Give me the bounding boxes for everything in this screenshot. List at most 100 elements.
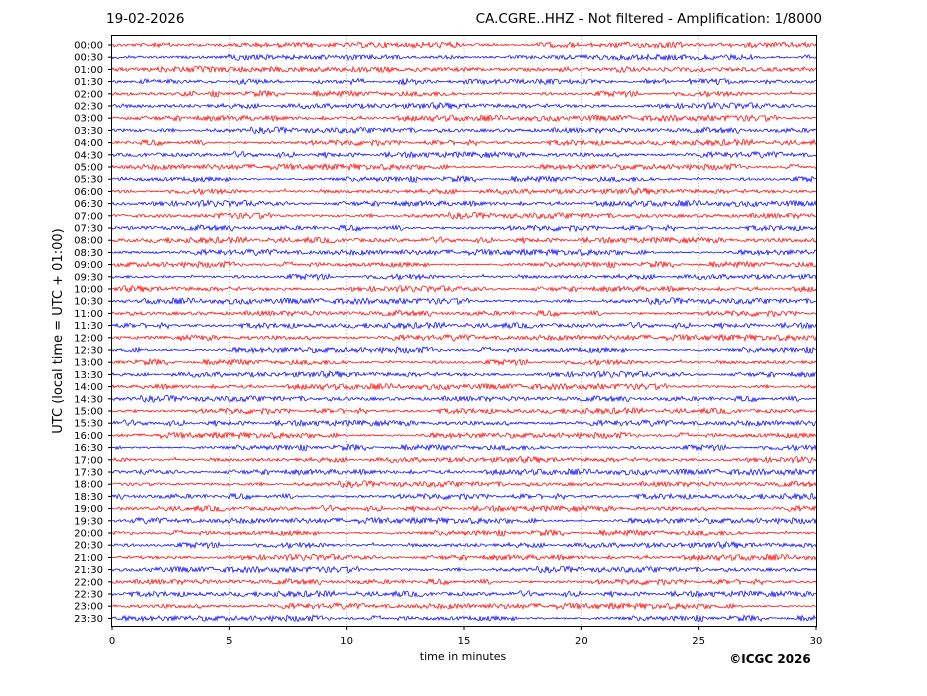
y-tick-label: 16:00 — [74, 431, 103, 442]
y-tick-label: 20:30 — [74, 541, 103, 552]
grid-layer — [112, 36, 816, 626]
trace-1100 — [111, 309, 817, 318]
y-tick-label: 08:00 — [74, 236, 103, 247]
y-tick-label: 04:30 — [74, 150, 103, 161]
y-tick-label: 22:30 — [74, 590, 103, 601]
trace-0730 — [111, 224, 817, 233]
trace-1230 — [111, 345, 817, 355]
trace-2030 — [111, 541, 817, 550]
trace-0230 — [111, 101, 817, 111]
y-tick-label: 01:30 — [74, 77, 103, 88]
y-tick-label: 15:30 — [74, 419, 103, 430]
y-tick-label: 21:00 — [74, 553, 103, 564]
trace-0530 — [111, 174, 817, 184]
trace-2000 — [111, 528, 817, 538]
x-tick-label: 0 — [109, 636, 115, 647]
y-tick-label: 03:30 — [74, 126, 103, 137]
x-tick-label: 30 — [810, 636, 823, 647]
y-tick-label: 23:00 — [74, 602, 103, 613]
trace-1930 — [111, 516, 817, 526]
y-tick-label: 07:30 — [74, 224, 103, 235]
trace-0500 — [111, 162, 817, 172]
y-tick-label: 17:30 — [74, 468, 103, 479]
y-tick-label: 05:00 — [74, 163, 103, 174]
trace-1300 — [111, 357, 817, 367]
y-tick-label: 17:00 — [74, 455, 103, 466]
trace-0830 — [111, 248, 817, 257]
trace-1630 — [112, 443, 817, 452]
trace-1900 — [111, 504, 817, 513]
trace-1500 — [111, 406, 817, 416]
trace-0800 — [111, 235, 817, 245]
y-tick-label: 04:00 — [74, 138, 103, 149]
trace-2330 — [111, 614, 817, 623]
y-tick-label: 10:30 — [74, 297, 103, 308]
y-tick-label: 10:00 — [74, 285, 103, 296]
trace-0000 — [111, 40, 817, 50]
trace-2200 — [111, 577, 817, 587]
trace-1700 — [111, 455, 817, 465]
y-tick-label: 12:30 — [74, 346, 103, 357]
y-tick-label: 08:30 — [74, 248, 103, 259]
trace-0030 — [111, 52, 817, 62]
trace-1130 — [111, 321, 817, 330]
y-tick-label: 23:30 — [74, 614, 103, 625]
y-tick-label: 03:00 — [74, 114, 103, 125]
trace-0300 — [111, 114, 817, 123]
x-axis-label: time in minutes — [420, 650, 507, 663]
y-tick-label: 19:00 — [74, 504, 103, 515]
trace-1730 — [111, 468, 817, 477]
x-tick-label: 15 — [458, 636, 471, 647]
trace-layer — [111, 40, 817, 623]
x-tick-label: 20 — [575, 636, 588, 647]
y-tick-label: 09:30 — [74, 272, 103, 283]
trace-1600 — [111, 431, 817, 440]
y-tick-label: 11:00 — [74, 309, 103, 320]
y-tick-label: 20:00 — [74, 529, 103, 540]
y-tick-label: 07:00 — [74, 211, 103, 222]
trace-1330 — [111, 369, 816, 379]
trace-1030 — [111, 297, 817, 306]
y-tick-label: 00:00 — [74, 41, 103, 52]
y-tick-label: 14:30 — [74, 394, 103, 405]
trace-1200 — [111, 333, 817, 343]
y-tick-label: 18:00 — [74, 480, 103, 491]
trace-0100 — [111, 65, 817, 74]
x-tick-label: 5 — [226, 636, 232, 647]
x-tick-label: 25 — [692, 636, 705, 647]
trace-0400 — [111, 138, 817, 147]
y-tick-label: 13:30 — [74, 370, 103, 381]
trace-1830 — [111, 492, 817, 501]
y-tick-label: 15:00 — [74, 407, 103, 418]
y-tick-label: 06:30 — [74, 199, 103, 210]
y-tick-label: 13:00 — [74, 358, 103, 369]
copyright-text: ©ICGC 2026 — [729, 652, 811, 666]
x-axis: 0 5 10 15 20 25 30 — [109, 626, 823, 647]
trace-0430 — [111, 150, 817, 159]
y-tick-label: 21:30 — [74, 565, 103, 576]
y-tick-label: 22:00 — [74, 577, 103, 588]
trace-0200 — [111, 89, 817, 99]
y-tick-label: 18:30 — [74, 492, 103, 503]
trace-0600 — [111, 187, 817, 196]
trace-1400 — [111, 382, 817, 391]
y-tick-label: 05:30 — [74, 175, 103, 186]
trace-0700 — [111, 211, 817, 220]
y-tick-label: 19:30 — [74, 516, 103, 527]
y-tick-label: 02:00 — [74, 89, 103, 100]
y-tick-label: 14:00 — [74, 382, 103, 393]
trace-0130 — [111, 77, 817, 86]
trace-2300 — [111, 601, 817, 611]
trace-2130 — [111, 565, 817, 574]
trace-0630 — [111, 199, 817, 208]
plot-title: CA.CGRE..HHZ - Not filtered - Amplificat… — [475, 11, 822, 27]
y-tick-label: 16:30 — [74, 443, 103, 454]
trace-1430 — [111, 394, 817, 403]
trace-2230 — [111, 589, 817, 599]
trace-2100 — [111, 552, 817, 562]
y-tick-label: 11:30 — [74, 321, 103, 332]
y-tick-label: 02:30 — [74, 102, 103, 113]
x-tick-label: 10 — [340, 636, 353, 647]
